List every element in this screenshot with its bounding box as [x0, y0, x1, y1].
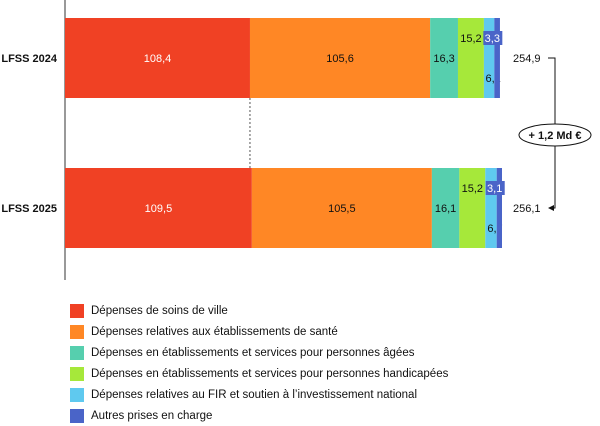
arrow-head	[548, 205, 554, 211]
total-label: 256,1	[513, 203, 541, 215]
legend-item: Dépenses de soins de ville	[70, 300, 590, 321]
legend-label: Dépenses de soins de ville	[91, 304, 228, 317]
annotation-text: + 1,2 Md €	[529, 130, 582, 142]
legend-label: Dépenses en établissements et services p…	[91, 346, 415, 359]
category-label: LFSS 2024	[1, 53, 58, 65]
legend-item: Autres prises en charge	[70, 405, 590, 426]
bar-segment	[251, 168, 432, 248]
legend-item: Dépenses relatives aux établissements de…	[70, 321, 590, 342]
data-label: 105,6	[326, 53, 354, 65]
data-label-box	[485, 181, 505, 195]
legend-swatch	[70, 324, 84, 339]
annotation-ellipse	[518, 123, 592, 147]
legend-label: Autres prises en charge	[91, 409, 213, 422]
legend-swatch	[70, 303, 84, 318]
legend-swatch	[70, 387, 84, 402]
bar-segment	[483, 18, 495, 98]
total-label: 254,9	[513, 53, 541, 65]
bar-segment	[459, 168, 486, 248]
data-label: 15,2	[462, 183, 483, 195]
bar-segment	[496, 168, 502, 248]
data-label: 108,4	[144, 53, 172, 65]
data-label: 109,5	[145, 203, 173, 215]
bar-segment	[65, 168, 252, 248]
data-label: 105,5	[328, 203, 356, 215]
data-label: 15,2	[460, 33, 481, 45]
bar-segment	[431, 168, 460, 248]
data-label: 3,3	[485, 33, 500, 45]
data-label: 3,1	[487, 183, 502, 195]
legend-swatch	[70, 366, 84, 381]
data-label: 16,3	[433, 53, 454, 65]
bar-segment	[65, 18, 250, 98]
legend-item: Dépenses relatives au FIR et soutien à l…	[70, 384, 590, 405]
category-label: LFSS 2025	[1, 203, 57, 215]
bar-segment	[249, 18, 431, 98]
legend: Dépenses de soins de ville Dépenses relat…	[70, 300, 590, 426]
bar-segment	[457, 18, 484, 98]
bar-segment	[494, 18, 500, 98]
legend-label: Dépenses relatives aux établissements de…	[91, 325, 338, 338]
legend-swatch	[70, 345, 84, 360]
legend-label: Dépenses en établissements et services p…	[91, 367, 449, 380]
bar-segment	[485, 168, 497, 248]
data-label: 16,1	[435, 203, 456, 215]
legend-item: Dépenses en établissements et services p…	[70, 363, 590, 384]
data-label-box	[483, 31, 503, 45]
legend-label: Dépenses relatives au FIR et soutien à l…	[91, 388, 418, 401]
legend-swatch	[70, 408, 84, 423]
legend-item: Dépenses en établissements et services p…	[70, 342, 590, 363]
bar-segment	[430, 18, 458, 98]
